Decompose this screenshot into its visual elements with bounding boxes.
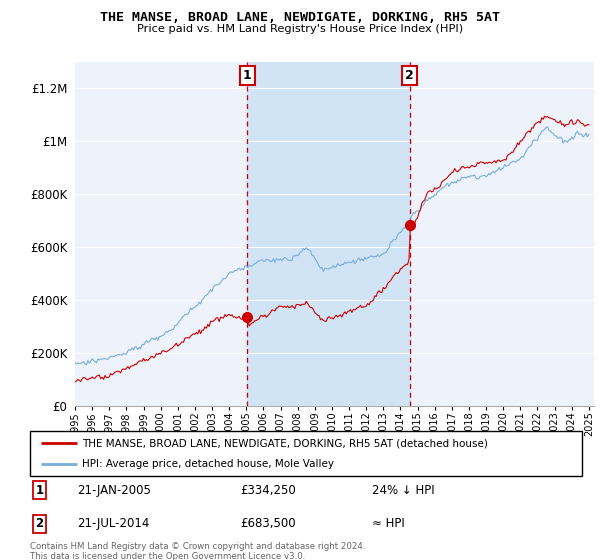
Text: 24% ↓ HPI: 24% ↓ HPI xyxy=(372,484,435,497)
Text: THE MANSE, BROAD LANE, NEWDIGATE, DORKING, RH5 5AT: THE MANSE, BROAD LANE, NEWDIGATE, DORKIN… xyxy=(100,11,500,24)
Text: HPI: Average price, detached house, Mole Valley: HPI: Average price, detached house, Mole… xyxy=(82,459,334,469)
Text: 2: 2 xyxy=(35,517,44,530)
Text: 2: 2 xyxy=(406,69,414,82)
Text: THE MANSE, BROAD LANE, NEWDIGATE, DORKING, RH5 5AT (detached house): THE MANSE, BROAD LANE, NEWDIGATE, DORKIN… xyxy=(82,438,488,449)
Text: 1: 1 xyxy=(35,484,44,497)
Text: £334,250: £334,250 xyxy=(240,484,296,497)
Bar xyxy=(247,62,410,406)
Text: 21-JAN-2005: 21-JAN-2005 xyxy=(77,484,151,497)
Text: 1: 1 xyxy=(243,69,251,82)
Text: £683,500: £683,500 xyxy=(240,517,295,530)
Text: Price paid vs. HM Land Registry's House Price Index (HPI): Price paid vs. HM Land Registry's House … xyxy=(137,24,463,34)
Text: ≈ HPI: ≈ HPI xyxy=(372,517,405,530)
Text: 21-JUL-2014: 21-JUL-2014 xyxy=(77,517,149,530)
Text: Contains HM Land Registry data © Crown copyright and database right 2024.
This d: Contains HM Land Registry data © Crown c… xyxy=(30,542,365,560)
